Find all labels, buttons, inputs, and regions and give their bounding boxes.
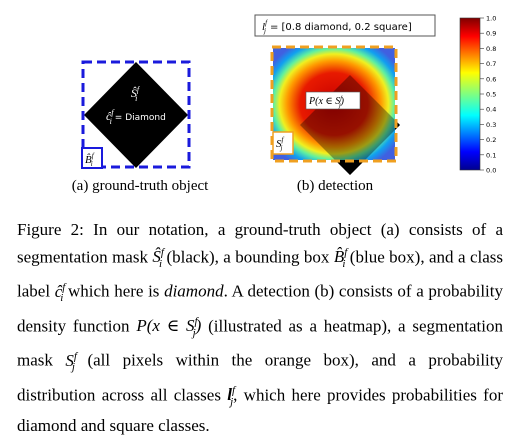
colorbar-tick-label: 0.5 xyxy=(486,91,496,99)
colorbar xyxy=(459,17,481,171)
class-label: ĉf i = Diamond xyxy=(106,108,166,126)
colorbar-tick-label: 0.7 xyxy=(486,60,496,68)
colorbar-tick-label: 0.8 xyxy=(486,45,496,53)
density-label-box xyxy=(305,91,361,110)
label-vector: lf j = [0.8 diamond, 0.2 square] xyxy=(262,19,412,35)
pdf-symbol: P(x ∈ Sfj) xyxy=(136,315,202,339)
seg-label: Sf j xyxy=(276,136,285,152)
diamond-word: diamond xyxy=(164,281,224,301)
colorbar-tick-label: 0.0 xyxy=(486,167,496,175)
vector-symbol: lfj xyxy=(227,384,236,408)
colorbar-ticks: 1.0 0.9 0.8 0.7 0.6 0.5 0.4 0.3 0.2 0.1 0.0 xyxy=(480,15,496,175)
label-vector-box xyxy=(254,14,436,37)
mask-label: Ŝf i xyxy=(131,85,141,103)
caption-text: (illustrated as a heatmap), a segmentati… xyxy=(17,316,503,370)
colorbar-tick-label: 0.3 xyxy=(486,121,496,129)
colorbar-tick-label: 0.1 xyxy=(486,151,496,159)
colorbar-tick-label: 0.4 xyxy=(486,106,496,114)
ground-truth-mask xyxy=(84,62,188,168)
density-label: P(x ∈ Sf j) xyxy=(308,95,345,109)
box-label: B̂f i xyxy=(85,152,95,168)
caption-text: . A detection (b) consists of a probabil… xyxy=(17,281,503,336)
seg-symbol: Sfj xyxy=(65,350,77,374)
class-symbol: ĉfi xyxy=(54,281,66,305)
box-symbol: B̂fi xyxy=(333,246,348,270)
colorbar-tick-label: 0.9 xyxy=(486,30,496,38)
caption-text: (black), a bounding box xyxy=(162,247,334,267)
ground-truth-bounding-box xyxy=(81,60,191,169)
box-label-frame xyxy=(81,147,103,169)
segmentation-box xyxy=(270,45,398,163)
caption-text: (blue box), and a class label xyxy=(17,247,504,301)
caption-text: , which here provides probabilities for … xyxy=(17,385,503,436)
subcaption-a: (a) ground-truth object xyxy=(71,178,209,194)
seg-label-box xyxy=(272,131,294,155)
figure: Ŝf i ĉf i = Diamond B̂f i lf j = [0.8 diamond,… xyxy=(0,0,520,205)
colorbar-tick-label: 0.6 xyxy=(486,75,496,83)
figure-caption: Figure 2: In our notation, a ground-trut… xyxy=(17,218,503,438)
panel-a: Ŝf i ĉf i = Diamond B̂f i xyxy=(81,60,191,169)
mask-symbol: Ŝfi xyxy=(152,246,164,270)
panel-b: lf j = [0.8 diamond, 0.2 square] P(x ∈ Sf j… xyxy=(254,14,496,175)
caption-text: (all pixels within the orange box), and … xyxy=(17,350,504,405)
figure-svg: Ŝf i ĉf i = Diamond B̂f i lf j = [0.8 diamond,… xyxy=(81,14,496,175)
colorbar-tick-label: 1.0 xyxy=(486,15,496,23)
subcaption-b: (b) detection xyxy=(296,178,374,194)
colorbar-tick-label: 0.2 xyxy=(486,136,496,144)
caption-text: which here is xyxy=(63,281,165,301)
caption-text: Figure 2: In our notation, a ground-trut… xyxy=(17,220,503,267)
